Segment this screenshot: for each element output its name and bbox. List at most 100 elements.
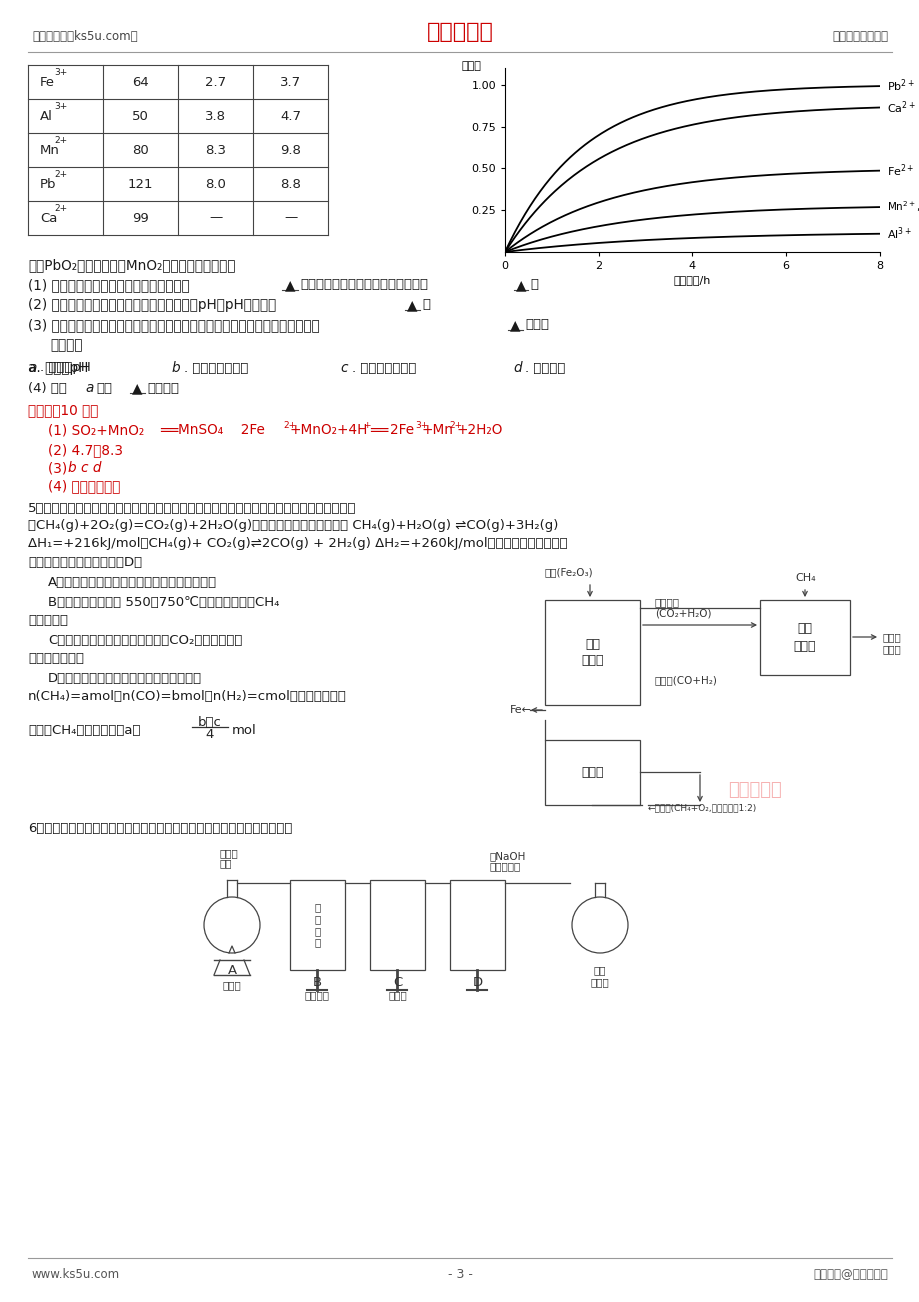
Text: 氢硫酸: 氢硫酸: [388, 990, 406, 1000]
Text: 合成其: 合成其: [882, 631, 901, 642]
Text: Pb$^{2+}$: Pb$^{2+}$: [886, 78, 914, 95]
Text: +2H₂O: +2H₂O: [457, 423, 503, 437]
Text: A．增大催化反应室的压强，甲烷的转化率增大: A．增大催化反应室的压强，甲烷的转化率增大: [48, 577, 217, 590]
Text: 64: 64: [132, 76, 149, 89]
Text: 99: 99: [132, 211, 149, 224]
Text: 浸NaOH: 浸NaOH: [490, 852, 526, 861]
Text: 5．竖炉冶铁工艺流程如图，使天然气产生部分氧化，并在特殊的燃烧器中使氧气和天然气燃: 5．竖炉冶铁工艺流程如图，使天然气产生部分氧化，并在特殊的燃烧器中使氧气和天然气…: [28, 501, 357, 514]
Text: 3+: 3+: [54, 68, 67, 77]
Text: ▲: ▲: [509, 318, 520, 332]
Text: 氧化: 氧化: [593, 965, 606, 975]
Text: D．若催化反应室中，达到平衡时，容器中: D．若催化反应室中，达到平衡时，容器中: [48, 673, 202, 685]
Text: 2+: 2+: [54, 204, 67, 214]
Bar: [289, 880, 345, 970]
Text: +Mn: +Mn: [422, 423, 453, 437]
Text: mol: mol: [232, 724, 256, 737]
Text: 序号）。: 序号）。: [50, 339, 83, 352]
Text: 还原
反应室: 还原 反应室: [581, 638, 603, 668]
Text: 2+: 2+: [283, 421, 296, 430]
Text: c: c: [340, 361, 347, 375]
Text: 品红溶液: 品红溶液: [305, 990, 330, 1000]
Text: MnSO₄    2Fe: MnSO₄ 2Fe: [177, 423, 265, 437]
Text: a. 溶液的pH: a. 溶液的pH: [28, 361, 88, 375]
Text: 等过程。: 等过程。: [147, 381, 179, 395]
Text: . 吸附时间: . 吸附时间: [525, 362, 565, 375]
Bar: [369, 880, 425, 970]
Text: Fe←: Fe←: [509, 704, 531, 715]
Text: 8.0: 8.0: [205, 177, 226, 190]
Text: C: C: [392, 975, 402, 988]
Text: 高温尾气: 高温尾气: [654, 598, 679, 607]
Text: 为考资源网: 为考资源网: [727, 781, 781, 799]
Text: (2) 4.7～8.3: (2) 4.7～8.3: [48, 443, 123, 457]
Text: 铜丝: 铜丝: [220, 858, 233, 868]
Text: n(CH₄)=amol，n(CO)=bmol，n(H₂)=cmol，则通入催化反: n(CH₄)=amol，n(CO)=bmol，n(H₂)=cmol，则通入催化反: [28, 690, 346, 703]
Text: 121: 121: [128, 177, 153, 190]
Text: 溶液的棉团: 溶液的棉团: [490, 861, 521, 871]
Text: Al$^{3+}$: Al$^{3+}$: [886, 225, 911, 242]
Text: . 金属离子的半径: . 金属离子的半径: [352, 362, 416, 375]
Bar: [759, 600, 849, 674]
Text: 。: 。: [422, 298, 429, 311]
Text: 2Fe: 2Fe: [390, 423, 414, 437]
Text: ══: ══: [369, 423, 388, 437]
Text: 他产品: 他产品: [882, 644, 901, 654]
Text: 料气与甲烷反应: 料气与甲烷反应: [28, 652, 84, 665]
Text: 9.8: 9.8: [279, 143, 301, 156]
Text: (1) SO₂+MnO₂: (1) SO₂+MnO₂: [48, 423, 144, 437]
Text: 2.7: 2.7: [205, 76, 226, 89]
Bar: [544, 600, 640, 704]
Text: (3) 阳离子吸附剂用于除去杂质金属离子。决定阳离子吸附剂吸附效果的因素是: (3) 阳离子吸附剂用于除去杂质金属离子。决定阳离子吸附剂吸附效果的因素是: [28, 318, 320, 332]
Text: (CO₂+H₂O): (CO₂+H₂O): [654, 609, 710, 618]
Text: 可抽动: 可抽动: [220, 848, 239, 858]
Text: . 溶液的pH: . 溶液的pH: [40, 362, 91, 375]
Text: 包括: 包括: [96, 381, 112, 395]
Bar: [544, 740, 640, 805]
Text: 已知PbO₂的氧化性大于MnO₂。请回答下列问题：: 已知PbO₂的氧化性大于MnO₂。请回答下列问题：: [28, 258, 235, 272]
Text: Al: Al: [40, 109, 52, 122]
Text: ，氧化过程中主要反应的离子方程式: ，氧化过程中主要反应的离子方程式: [300, 279, 427, 292]
Text: ←混合气(CH₄+O₂,其体积比为1:2): ←混合气(CH₄+O₂,其体积比为1:2): [647, 803, 756, 812]
Text: ══: ══: [160, 423, 178, 437]
Text: B．催化室需维持在 550～750℃，目的仅是提高CH₄: B．催化室需维持在 550～750℃，目的仅是提高CH₄: [48, 596, 279, 609]
Text: 4.7: 4.7: [279, 109, 301, 122]
Text: +: +: [363, 421, 370, 430]
Text: 2+: 2+: [54, 171, 67, 178]
Text: d: d: [513, 361, 521, 375]
Text: 您身边的高考专家: 您身边的高考专家: [831, 30, 887, 43]
Text: ΔH₁=+216kJ/mol；CH₄(g)+ CO₂(g)⇌2CO(g) + 2H₂(g) ΔH₂=+260kJ/mol（不考虑其他平衡的存: ΔH₁=+216kJ/mol；CH₄(g)+ CO₂(g)⇌2CO(g) + 2…: [28, 538, 567, 551]
Text: 50: 50: [132, 109, 149, 122]
Text: Mn$^{2+}$, Fe$^{3+}$: Mn$^{2+}$, Fe$^{3+}$: [886, 199, 919, 215]
Text: 应室的CH₄的物质的量为a＋: 应室的CH₄的物质的量为a＋: [28, 724, 141, 737]
Text: 80: 80: [132, 143, 149, 156]
Text: 2+: 2+: [448, 421, 461, 430]
Text: b: b: [172, 361, 180, 375]
Text: ▲: ▲: [516, 279, 526, 292]
Text: ▲: ▲: [131, 381, 142, 395]
Text: 浓硫酸: 浓硫酸: [222, 980, 241, 990]
Text: B: B: [312, 975, 322, 988]
Text: Ca: Ca: [40, 211, 57, 224]
Text: +MnO₂+4H: +MnO₂+4H: [289, 423, 368, 437]
Text: www.ks5u.com: www.ks5u.com: [32, 1268, 120, 1281]
Text: 。: 。: [529, 279, 538, 292]
Text: (3): (3): [48, 461, 72, 475]
Text: - 3 -: - 3 -: [447, 1268, 472, 1281]
Text: 3.7: 3.7: [279, 76, 301, 89]
Text: 燃烧室: 燃烧室: [581, 766, 603, 779]
Text: Mn: Mn: [40, 143, 60, 156]
Text: 8.3: 8.3: [205, 143, 226, 156]
Text: 催化
反应室: 催化 反应室: [793, 622, 815, 652]
Text: 铁矿(Fe₂O₃): 铁矿(Fe₂O₃): [544, 566, 593, 577]
Text: Ca$^{2+}$: Ca$^{2+}$: [886, 99, 914, 116]
Text: Fe$^{2+}$: Fe$^{2+}$: [886, 163, 913, 178]
Text: 8.8: 8.8: [279, 177, 301, 190]
Text: 转化的速率: 转化的速率: [28, 615, 68, 628]
Text: 4: 4: [206, 728, 214, 741]
Text: (1) 写出浸出过程中主要反应的化学方程式: (1) 写出浸出过程中主要反应的化学方程式: [28, 279, 189, 292]
Text: 烧CH₄(g)+2O₂(g)=CO₂(g)+2H₂O(g)，催化反应室发生的反应为 CH₄(g)+H₂O(g) ⇌CO(g)+3H₂(g): 烧CH₄(g)+2O₂(g)=CO₂(g)+2H₂O(g)，催化反应室发生的反应…: [28, 519, 558, 533]
Text: 吸附率: 吸附率: [461, 61, 481, 72]
Text: a: a: [28, 361, 37, 375]
Text: 高考资源网: 高考资源网: [426, 22, 493, 42]
Text: 铜溶液: 铜溶液: [590, 976, 608, 987]
